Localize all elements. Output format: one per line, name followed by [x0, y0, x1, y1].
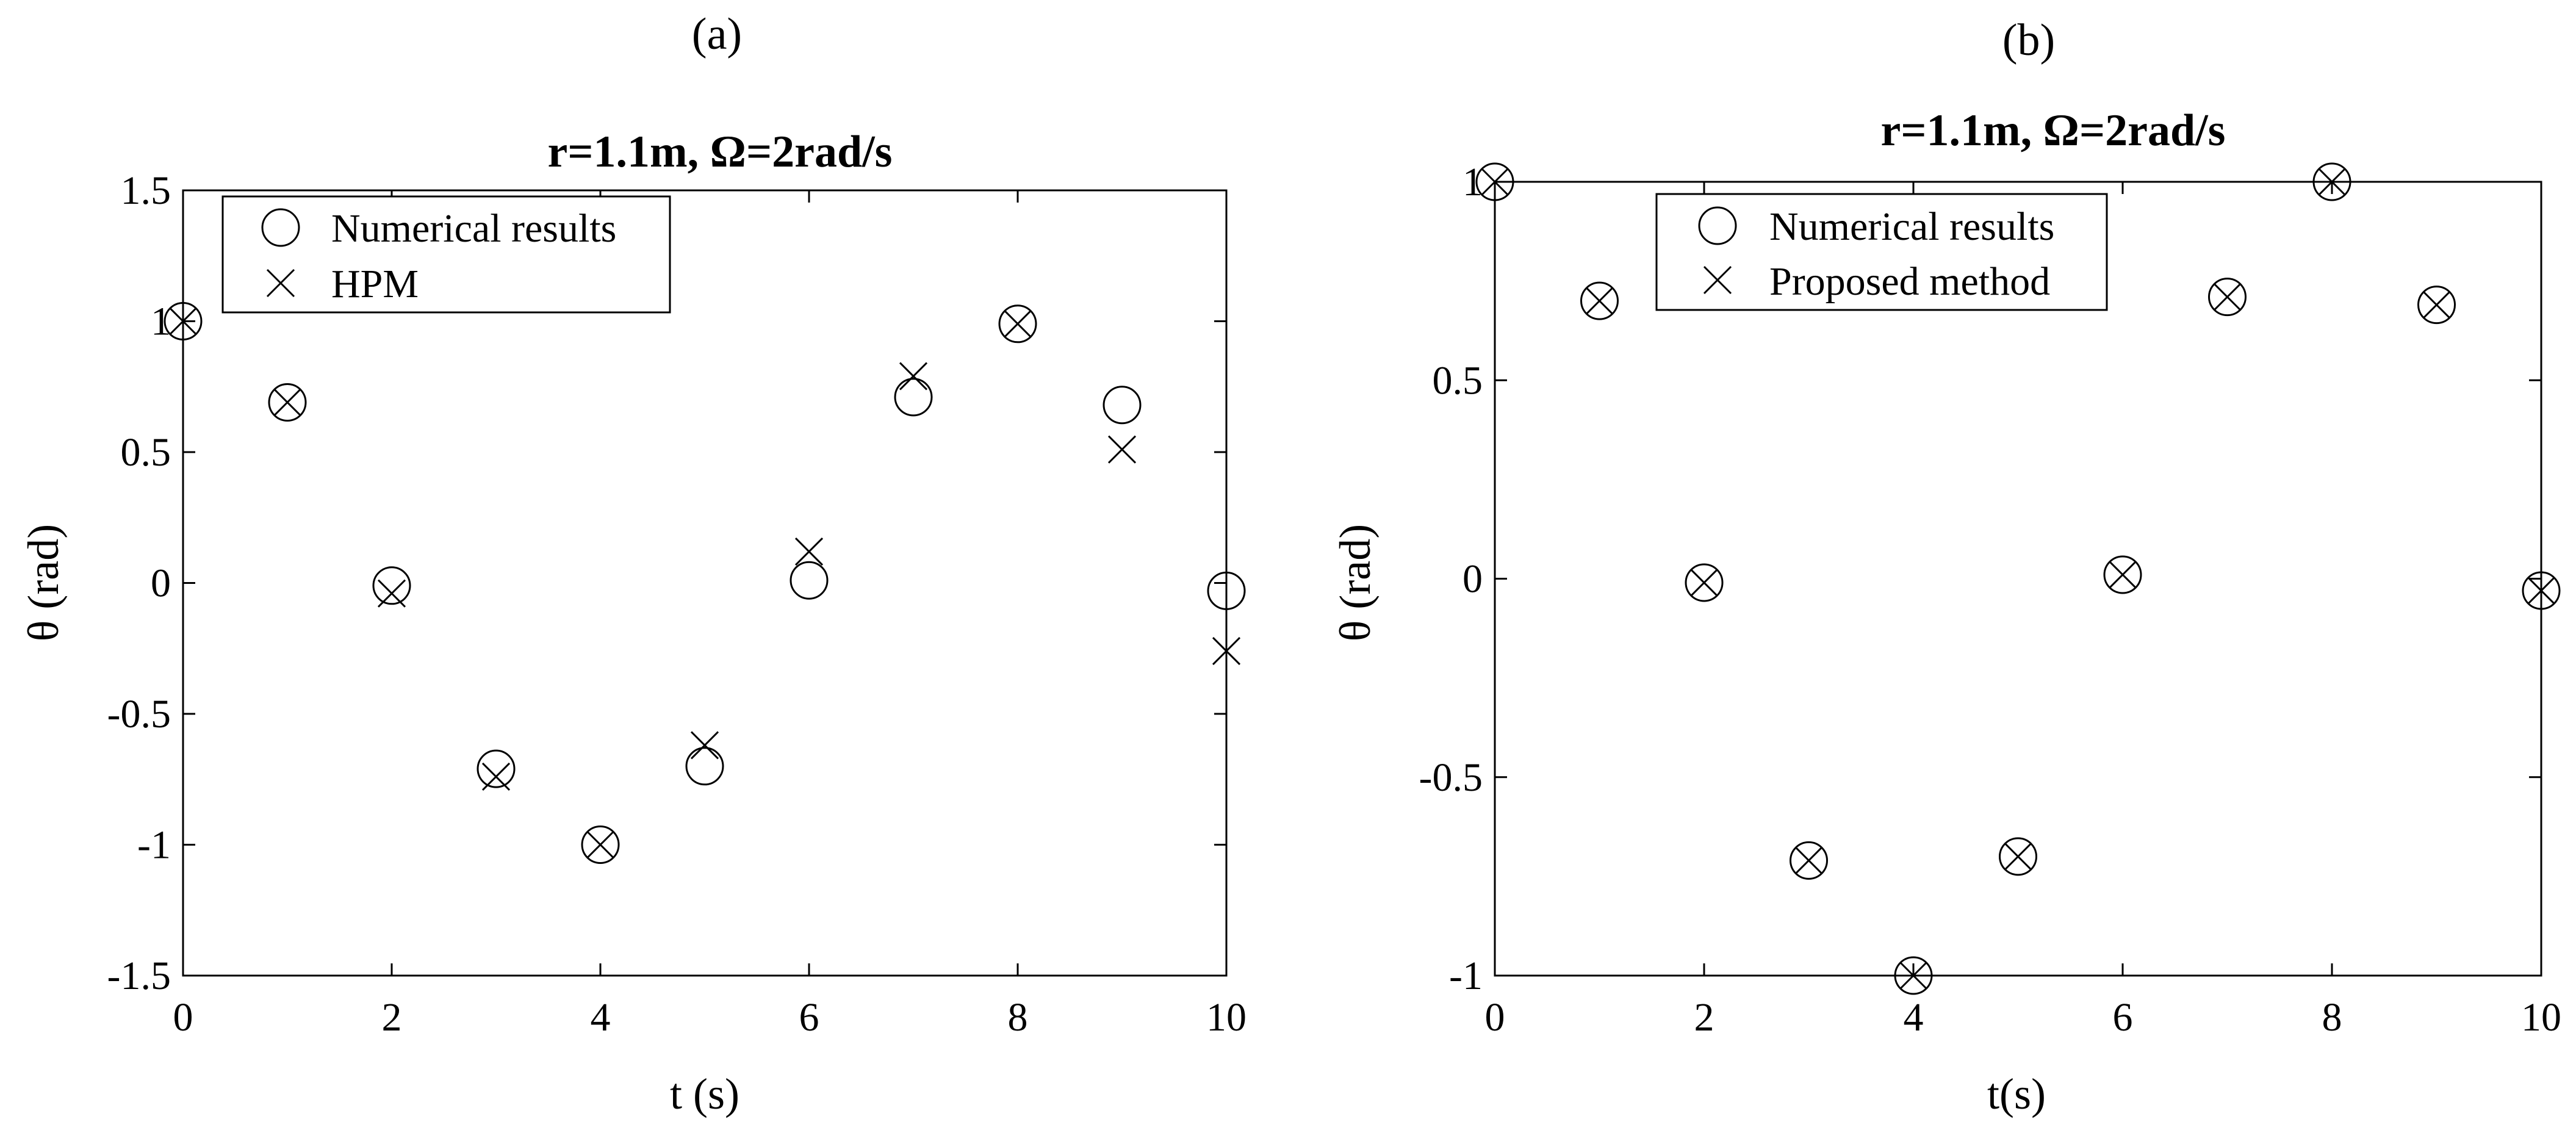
- panel-a-legend-label-2: HPM: [331, 262, 419, 306]
- panel-b-legend-label-2: Proposed method: [1769, 259, 2050, 304]
- data-point-x: [377, 579, 406, 608]
- data-point-x: [481, 762, 511, 791]
- x-tick-label: 10: [2521, 995, 2561, 1040]
- y-tick-label: 0: [151, 561, 171, 606]
- panel-b-tick-labels: 0 2 4 6 8 10 -1 -0.5 0 0.5 1: [1419, 160, 2561, 1040]
- data-point-circle: [1790, 841, 1828, 880]
- data-point-circle: [894, 378, 933, 417]
- data-point-x: [1794, 846, 1823, 875]
- panel-a-legend-circle-marker: [261, 208, 300, 247]
- data-point-x: [1212, 636, 1241, 666]
- x-tick-label: 2: [382, 995, 402, 1040]
- panel-b-legend: Numerical results Proposed method: [1655, 193, 2108, 311]
- data-point-x: [2213, 282, 2242, 311]
- data-point-x: [1107, 435, 1137, 464]
- data-point-x: [2317, 167, 2347, 196]
- panel-a: (a) r=1.1m, Ω=2rad/s 0 2 4 6 8 10-1.5-1-0.500…: [19, 9, 1247, 1118]
- panel-a-legend-box: [221, 195, 671, 314]
- x-tick-label: 0: [1485, 995, 1505, 1040]
- data-point-circle: [2522, 571, 2561, 610]
- data-point-circle: [477, 749, 516, 788]
- panel-b-legend-circle-marker: [1698, 206, 1737, 245]
- data-point-circle: [2103, 555, 2142, 594]
- data-point-x: [2527, 576, 2556, 605]
- panel-a-x-axis-label: t (s): [670, 1070, 739, 1118]
- y-tick-label: 0.5: [1433, 358, 1483, 403]
- x-tick-label: 0: [173, 995, 193, 1040]
- y-tick-label: -0.5: [1419, 755, 1483, 800]
- data-point-x: [2422, 290, 2451, 319]
- panel-a-tick-labels: 0 2 4 6 8 10 -1.5 -1 -0.5 0 0.5 1 1.5: [107, 168, 1247, 1040]
- data-point-circle: [164, 302, 203, 340]
- data-point-x: [1689, 568, 1719, 597]
- data-point-circle: [998, 304, 1037, 343]
- data-point-circle: [1475, 162, 1514, 201]
- y-tick-label: 1: [1462, 160, 1483, 204]
- data-point-x: [273, 388, 302, 417]
- y-tick-label: -1: [1449, 954, 1483, 998]
- panel-b-label: (b): [2002, 15, 2055, 65]
- panel-a-legend: Numerical results HPM: [221, 195, 671, 314]
- y-tick-label: -0.5: [107, 692, 171, 736]
- data-point-circle: [685, 747, 724, 786]
- y-tick-label: -1.5: [107, 954, 171, 998]
- data-point-circle: [1685, 563, 1724, 602]
- data-point-x: [1480, 167, 1509, 196]
- data-point-circle: [2417, 286, 2456, 325]
- data-point-x: [1585, 287, 1614, 315]
- x-tick-label: 2: [1694, 995, 1714, 1040]
- panel-b: (b) r=1.1m, Ω=2rad/s 0 2 4 6 8 10-1-0.500.51 …: [1331, 15, 2561, 1118]
- x-tick-label: 8: [2322, 995, 2342, 1040]
- y-tick-label: 1: [151, 300, 171, 344]
- data-point-x: [899, 362, 928, 390]
- data-point-circle: [790, 561, 829, 600]
- panel-b-y-axis-label: θ (rad): [1331, 524, 1380, 641]
- x-tick-label: 8: [1008, 995, 1028, 1040]
- y-tick-label: 1.5: [121, 168, 171, 213]
- panel-b-title: r=1.1m, Ω=2rad/s: [1881, 106, 2226, 156]
- y-tick-label: -1: [137, 823, 171, 868]
- panel-b-legend-label-1: Numerical results: [1769, 204, 2054, 249]
- data-point-circle: [2208, 278, 2247, 317]
- data-point-x: [690, 731, 719, 760]
- panel-a-legend-x-marker: [266, 268, 295, 298]
- panel-b-x-axis-label: t(s): [1987, 1070, 2046, 1118]
- x-tick-label: 10: [1206, 995, 1247, 1040]
- x-tick-label: 4: [1904, 995, 1924, 1040]
- data-point-circle: [2312, 162, 2351, 201]
- panel-a-legend-label-1: Numerical results: [331, 206, 616, 251]
- data-point-circle: [581, 825, 620, 864]
- x-tick-label: 4: [591, 995, 611, 1040]
- data-point-circle: [1999, 837, 2037, 876]
- data-point-circle: [1894, 956, 1933, 995]
- panel-a-title: r=1.1m, Ω=2rad/s: [548, 127, 893, 177]
- data-point-x: [1899, 961, 1928, 990]
- data-point-circle: [268, 383, 307, 422]
- x-tick-label: 6: [799, 995, 819, 1040]
- data-point-x: [794, 537, 824, 566]
- data-point-x: [2004, 842, 2032, 871]
- y-tick-label: 0.5: [121, 430, 171, 475]
- panel-b-marks: [1475, 162, 2561, 995]
- data-point-x: [168, 307, 198, 336]
- x-tick-label: 6: [2113, 995, 2133, 1040]
- panel-b-legend-x-marker: [1703, 265, 1732, 295]
- panel-b-ticks: [1494, 181, 2542, 977]
- data-point-circle: [1103, 386, 1142, 425]
- data-point-circle: [1207, 571, 1246, 610]
- data-point-x: [1003, 309, 1032, 338]
- data-point-circle: [372, 566, 411, 605]
- data-point-x: [2108, 560, 2137, 589]
- y-tick-label: 0: [1462, 557, 1483, 602]
- data-point-circle: [1580, 281, 1619, 320]
- panel-a-y-axis-label: θ (rad): [19, 524, 68, 641]
- panel-a-label: (a): [692, 9, 742, 59]
- data-point-x: [586, 830, 615, 859]
- panel-a-marks: [164, 302, 1246, 864]
